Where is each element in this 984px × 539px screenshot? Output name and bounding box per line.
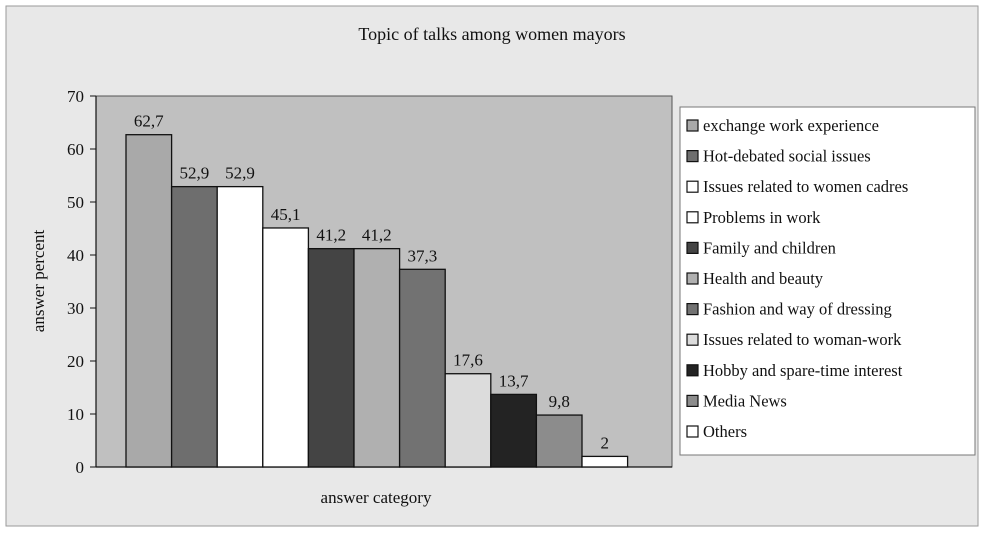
legend-swatch [686,425,699,438]
legend-label: Media News [703,391,787,410]
y-tick-label: 0 [76,458,85,477]
legend-swatch [686,119,699,132]
chart-title: Topic of talks among women mayors [358,24,625,44]
y-tick-label: 40 [67,246,84,265]
bar-value-label: 41,2 [362,226,392,245]
bar [125,134,173,468]
legend-swatch [686,272,699,285]
bar-value-label: 52,9 [180,164,210,183]
bar [490,393,538,468]
legend-swatch [686,394,699,407]
legend-swatch [686,211,699,224]
bar-value-label: 17,6 [453,351,483,370]
legend-swatch [686,180,699,193]
bars [125,134,629,468]
y-tick-label: 10 [67,405,84,424]
bar-labels: 62,7 52,9 52,9 45,1 41,2 41,2 37,3 17,6 13,7 9,8 2 [134,112,609,453]
legend-label: Others [703,422,747,441]
bar-value-label: 62,7 [134,112,164,131]
bar-value-label: 2 [601,433,610,452]
bar-value-label: 37,3 [408,246,438,265]
bar-value-label: 41,2 [316,226,346,245]
bar [170,185,218,468]
y-tick-label: 60 [67,140,84,159]
bar [307,247,355,468]
legend-swatch [686,364,699,377]
bar [353,247,401,468]
legend-label: Problems in work [703,208,821,227]
legend-label: Hobby and spare-time interest [703,361,903,380]
bar [216,185,264,468]
y-tick-label: 50 [67,193,84,212]
bar-value-label: 9,8 [549,392,570,411]
bar [398,268,446,468]
bar [262,227,310,468]
bar-value-label: 45,1 [271,205,301,224]
y-tick-label: 20 [67,352,84,371]
legend-items: exchange work experience Hot-debated soci… [686,116,908,441]
legend-swatch [686,150,699,163]
legend-swatch [686,241,699,254]
legend-label: Health and beauty [703,269,824,288]
y-tick-label: 70 [67,87,84,106]
legend-label: Issues related to woman-work [703,330,902,349]
legend-label: Family and children [703,238,836,257]
y-axis-label: answer percent [29,230,48,333]
x-axis-label: answer category [321,488,432,507]
bar-value-label: 52,9 [225,164,255,183]
bar [444,373,492,468]
bar [581,455,629,468]
legend-swatch [686,333,699,346]
legend-label: Issues related to women cadres [703,177,908,196]
legend: exchange work experience Hot-debated soci… [679,106,976,456]
bar-value-label: 13,7 [499,371,529,390]
legend-box [679,106,976,456]
legend-label: exchange work experience [703,116,879,135]
legend-label: Hot-debated social issues [703,147,871,166]
legend-swatch [686,303,699,316]
bar [535,414,583,468]
y-tick-label: 30 [67,299,84,318]
legend-label: Fashion and way of dressing [703,300,892,319]
